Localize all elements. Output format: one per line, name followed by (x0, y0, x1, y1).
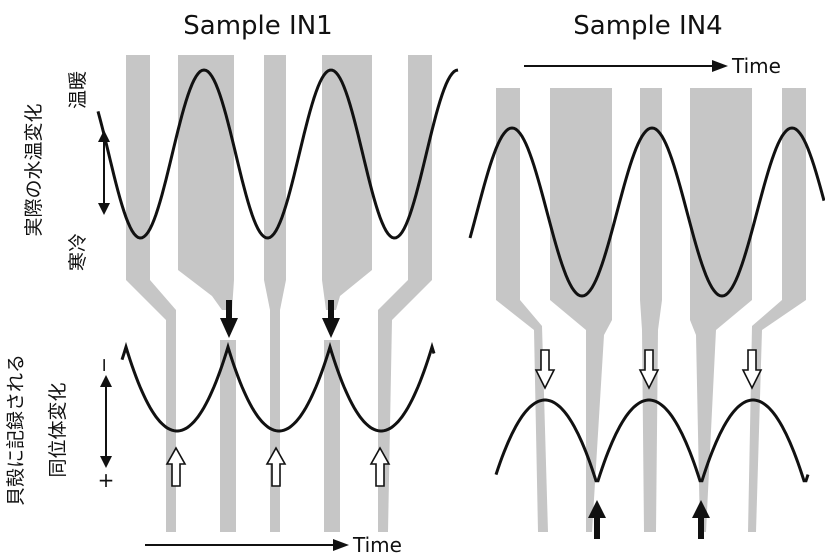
in1-open-arrows (165, 446, 391, 487)
in1-band-2-low (220, 340, 236, 532)
in4-band-3 (640, 88, 662, 532)
in1-band-1 (126, 55, 176, 532)
in4-filled-arrows (588, 500, 710, 539)
in1-growth-bands (126, 55, 432, 532)
in1-band-2 (178, 55, 234, 310)
arrow-down-icon (100, 456, 112, 468)
in4-growth-bands (496, 88, 806, 532)
open-up-arrow-icon (265, 446, 287, 487)
arrow-up-icon (100, 375, 112, 387)
in4-band-5 (748, 88, 806, 532)
open-up-arrow-icon (165, 446, 187, 487)
filled-down-arrow-icon (220, 300, 238, 338)
in1-band-4 (322, 55, 372, 310)
in4-temperature-curve (468, 126, 825, 298)
open-up-arrow-icon (369, 446, 391, 487)
in4-isotope-curve (494, 398, 810, 483)
in4-open-arrows (534, 349, 763, 390)
in4-band-4 (690, 88, 752, 532)
cold-label: 寒冷 (67, 233, 89, 271)
in4-title: Sample IN4 (573, 11, 722, 41)
in1-time-axis: Time (145, 533, 402, 557)
filled-up-arrow-icon (588, 500, 606, 539)
time-arrowhead-icon (333, 539, 349, 551)
minus-sign: − (93, 357, 115, 373)
in4-time-axis: Time (524, 54, 781, 78)
filled-up-arrow-icon (692, 500, 710, 539)
time-arrowhead-icon (712, 60, 728, 72)
temperature-range-arrow (98, 130, 110, 215)
in1-temperature-curve (96, 68, 459, 240)
in1-isotope-curve (120, 341, 436, 433)
filled-down-arrow-icon (322, 300, 340, 338)
arrow-up-icon (98, 130, 110, 142)
in1-time-label: Time (352, 533, 402, 557)
in1-title: Sample IN1 (183, 11, 332, 41)
in1-band-4-low (324, 340, 340, 532)
isotope-range-arrow (100, 375, 112, 468)
arrow-down-icon (98, 203, 110, 215)
warm-label: 温暖 (67, 71, 89, 109)
in4-time-label: Time (731, 54, 781, 78)
isotope-change-label: 同位体変化 (47, 382, 69, 477)
in1-filled-arrows (220, 300, 340, 338)
open-down-arrow-icon (741, 349, 763, 390)
in4-band-1 (496, 88, 548, 532)
plus-sign: + (98, 468, 115, 492)
open-down-arrow-icon (534, 349, 556, 390)
in1-band-5 (378, 55, 432, 532)
in1-band-3 (264, 55, 286, 532)
shell-recorded-label: 貝殻に記録される (5, 354, 27, 506)
open-down-arrow-icon (638, 349, 660, 390)
in4-band-2 (550, 88, 612, 532)
water-temp-label: 実際の水温変化 (23, 103, 45, 236)
